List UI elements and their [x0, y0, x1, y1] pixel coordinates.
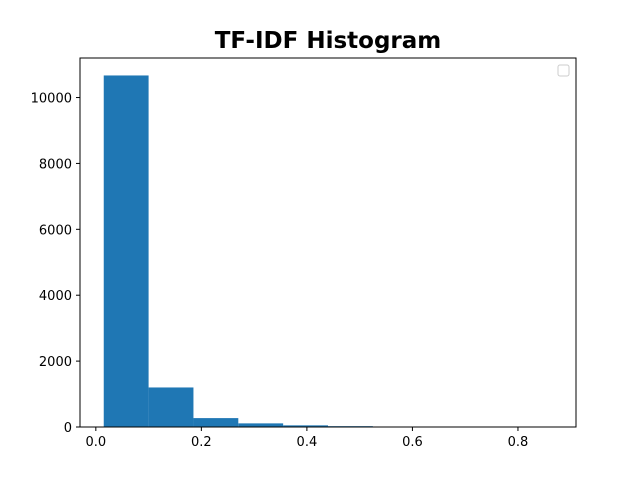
x-axis: 0.0 0.2 0.4 0.6 0.8: [85, 427, 528, 450]
y-tick-label: 0: [64, 421, 72, 436]
histogram-bar: [283, 425, 328, 427]
histogram-bar: [148, 387, 194, 427]
histogram-bar: [103, 75, 149, 427]
legend-box: [557, 64, 570, 77]
histogram-bar: [238, 423, 284, 427]
x-tick-label: 0.4: [297, 435, 318, 450]
histogram-bar: [193, 418, 239, 427]
y-axis: 0 2000 4000 6000 8000 10000: [31, 92, 80, 436]
y-tick-label: 10000: [31, 92, 72, 107]
y-tick-label: 4000: [39, 289, 72, 304]
x-tick-label: 0.0: [85, 435, 106, 450]
y-tick-label: 6000: [39, 223, 72, 238]
chart-title: TF-IDF Histogram: [215, 28, 442, 54]
x-tick-label: 0.2: [191, 435, 212, 450]
bars-group: [103, 75, 553, 427]
plot-frame: [79, 57, 577, 428]
y-tick-label: 8000: [39, 157, 72, 172]
x-tick-label: 0.6: [402, 435, 423, 450]
y-tick-label: 2000: [39, 355, 72, 370]
x-tick-label: 0.8: [508, 435, 529, 450]
